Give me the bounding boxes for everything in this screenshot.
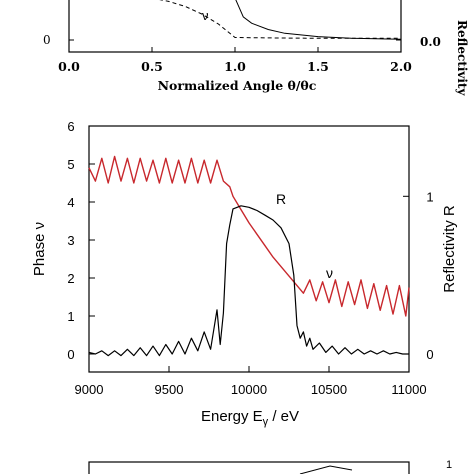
middle-panel-ticks bbox=[88, 125, 410, 372]
mid-x-tick-label: 9000 bbox=[75, 382, 104, 397]
phase-series-line bbox=[88, 155, 410, 317]
middle-panel-left-axis-label: Phase ν bbox=[31, 222, 48, 276]
reflectivity-series-line bbox=[88, 205, 409, 357]
mid-right-tick-label: 0 bbox=[426, 347, 433, 362]
top-panel-x-axis-label: Normalized Angle θ/θc bbox=[158, 78, 317, 93]
x-axis-label-main: Energy E bbox=[201, 408, 263, 425]
mid-x-tick-label: 9500 bbox=[155, 382, 184, 397]
middle-panel-right-axis-label: Reflectivity R bbox=[441, 205, 458, 293]
top-panel-right-axis-label: Reflectivity bbox=[455, 20, 469, 96]
phase-curve-label: ν bbox=[326, 265, 333, 281]
top-series-line bbox=[235, 0, 402, 40]
mid-x-tick-label: 11000 bbox=[391, 382, 426, 397]
x-axis-label-unit: / eV bbox=[268, 408, 299, 425]
bottom-panel-curve-fragment bbox=[299, 465, 353, 474]
top-panel-ticks bbox=[68, 39, 402, 52]
top-panel-left-tick-0: 0 bbox=[43, 33, 51, 47]
mid-x-tick-label: 10000 bbox=[231, 382, 267, 397]
top-x-tick-label: 1.0 bbox=[224, 59, 246, 74]
mid-left-tick-label: 6 bbox=[67, 119, 74, 134]
top-panel-x-tick-labels: 0.0 0.5 1.0 1.5 2.0 bbox=[58, 59, 412, 74]
mid-left-tick-label: 0 bbox=[67, 347, 74, 362]
top-panel-frame bbox=[68, 0, 402, 53]
bottom-panel-frame bbox=[88, 461, 410, 474]
middle-panel-x-axis-label: Energy Eγ / eV bbox=[201, 408, 299, 428]
top-panel-series bbox=[159, 0, 402, 40]
top-panel-nu-annotation: ν bbox=[202, 8, 209, 23]
top-series-line bbox=[159, 0, 401, 39]
top-x-tick-label: 0.0 bbox=[58, 59, 80, 74]
top-panel-right-tick-0: 0.0 bbox=[420, 35, 441, 49]
middle-panel-frame bbox=[88, 125, 410, 373]
middle-panel-left-tick-labels: 0 1 2 3 4 5 6 bbox=[67, 119, 74, 362]
x-axis-label-subscript: γ bbox=[263, 416, 269, 428]
mid-left-tick-label: 2 bbox=[67, 271, 74, 286]
bottom-panel: 1 bbox=[88, 459, 452, 474]
middle-panel-x-tick-labels: 9000 9500 10000 10500 11000 bbox=[75, 382, 427, 397]
mid-left-tick-label: 1 bbox=[67, 309, 74, 324]
mid-left-tick-label: 4 bbox=[67, 195, 74, 210]
middle-panel-series bbox=[88, 155, 410, 357]
reflectivity-curve-label: R bbox=[276, 191, 286, 207]
top-x-tick-label: 0.5 bbox=[141, 59, 163, 74]
middle-panel-right-tick-labels: 01 bbox=[426, 189, 433, 362]
mid-right-tick-label: 1 bbox=[426, 189, 433, 204]
mid-left-tick-label: 5 bbox=[67, 157, 74, 172]
top-panel: ν 0 0.0 Reflectivity 0.0 0.5 1.0 1.5 2.0 Nor… bbox=[43, 0, 469, 96]
top-x-tick-label: 1.5 bbox=[307, 59, 329, 74]
mid-x-tick-label: 10500 bbox=[311, 382, 347, 397]
bottom-panel-right-tick-1: 1 bbox=[446, 459, 452, 471]
mid-left-tick-label: 3 bbox=[67, 233, 74, 248]
top-x-tick-label: 2.0 bbox=[390, 59, 412, 74]
